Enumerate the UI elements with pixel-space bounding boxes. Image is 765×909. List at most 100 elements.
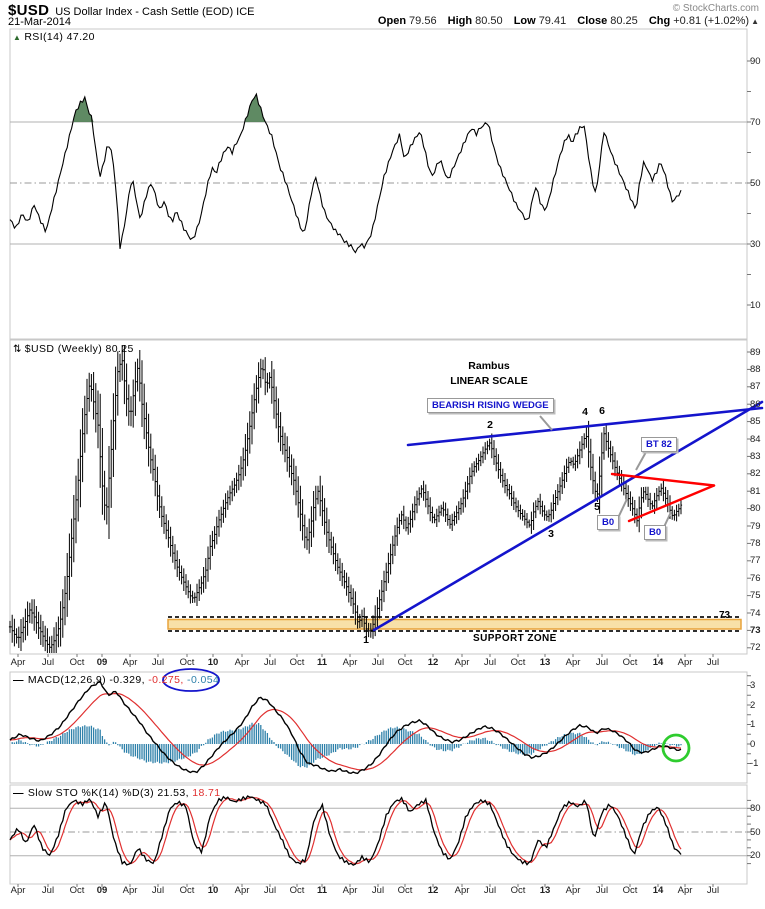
x-axis-label: Oct — [179, 657, 195, 668]
wave-label-5: 5 — [594, 501, 600, 513]
callout-breakout-1: B0 — [597, 515, 620, 530]
y-axis-label: 75 — [750, 590, 761, 602]
wave-label-3: 3 — [548, 528, 554, 540]
x-axis-label: Oct — [289, 885, 305, 896]
x-axis-label: Apr — [342, 657, 358, 668]
sto-label-row: — Slow STO %K(14) %D(3) 21.53, 18.71 — [13, 787, 221, 799]
line-swatch-icon: — — [13, 674, 24, 686]
x-axis-label: Apr — [234, 657, 250, 668]
callout-bt-82: BT 82 — [641, 437, 677, 452]
x-axis-label: Jul — [371, 657, 385, 668]
y-axis-label: 87 — [750, 381, 761, 393]
y-axis-label: 76 — [750, 572, 761, 584]
macd-value-1: -0.329, — [109, 674, 145, 686]
x-axis-label: Oct — [510, 657, 526, 668]
y-axis-label: 83 — [750, 450, 761, 462]
quote-summary: Open 79.56 High 80.50 Low 79.41 Close 80.25 … — [370, 15, 759, 27]
x-axis-label: Apr — [454, 885, 470, 896]
y-axis-label: 78 — [750, 537, 761, 549]
x-axis-label: Jul — [595, 657, 609, 668]
x-axis-label: Jul — [151, 885, 165, 896]
x-axis-label: Jul — [706, 885, 720, 896]
x-axis-label: 11 — [316, 657, 328, 668]
macd-label-row: — MACD(12,26,9) -0.329, -0.275, -0.054 — [13, 674, 219, 686]
y-axis-label: 20 — [750, 850, 761, 862]
x-axis-label: Apr — [565, 657, 581, 668]
x-axis-label: Jul — [263, 657, 277, 668]
x-axis-label: 13 — [539, 657, 551, 668]
chg-value: +0.81 (+1.02%) — [673, 15, 750, 27]
sto-name: Slow STO %K(14) %D(3) — [27, 787, 154, 799]
line-swatch-icon: — — [13, 787, 24, 799]
x-axis-label: Apr — [342, 885, 358, 896]
x-axis-label: Jul — [706, 657, 720, 668]
x-axis-label: Apr — [677, 885, 693, 896]
x-axis-label: Jul — [151, 657, 165, 668]
y-axis-label: 30 — [750, 238, 761, 250]
close-value: 80.25 — [610, 15, 638, 27]
macd-value-2: -0.275, — [148, 674, 184, 686]
wave-label-1: 1 — [363, 634, 369, 646]
x-axis-label: 10 — [207, 657, 219, 668]
chg-label: Chg — [648, 15, 671, 27]
y-axis-label: 79 — [750, 520, 761, 532]
x-axis-label: Oct — [179, 885, 195, 896]
x-axis-label: Jul — [41, 885, 55, 896]
wave-label-4: 4 — [582, 406, 588, 418]
wave-label-2: 2 — [487, 419, 493, 431]
y-axis-label: 3 — [750, 680, 756, 691]
x-axis-label: 09 — [96, 885, 108, 896]
x-axis-label: Oct — [397, 885, 413, 896]
y-axis-label: 89 — [750, 346, 761, 358]
macd-value-3: -0.054 — [187, 674, 220, 686]
macd-name: MACD(12,26,9) — [27, 674, 107, 686]
y-axis-label: 50 — [750, 177, 761, 189]
rsi-indicator-icon: ▲ — [13, 33, 22, 42]
price-label-row: ⇅ $USD (Weekly) 80.25 — [13, 343, 134, 355]
x-axis-label: Oct — [510, 885, 526, 896]
x-axis-label: 09 — [96, 657, 108, 668]
y-axis-label: 85 — [750, 416, 761, 428]
y-axis-label: 88 — [750, 363, 761, 375]
y-axis-label: 74 — [750, 607, 761, 619]
high-label: High — [447, 15, 473, 27]
support-level-label: 73 — [719, 610, 731, 621]
copyright: © StockCharts.com — [672, 3, 759, 14]
y-axis-label: 81 — [750, 485, 761, 497]
sto-value-1: 21.53, — [157, 787, 189, 799]
y-axis-label: 90 — [750, 55, 761, 67]
x-axis-label: 14 — [652, 657, 664, 668]
y-axis-label: 82 — [750, 468, 761, 480]
high-value: 80.50 — [475, 15, 503, 27]
updown-arrows-icon: ⇅ — [13, 344, 22, 355]
x-axis-label: Apr — [234, 885, 250, 896]
y-axis-label: 1 — [750, 719, 756, 730]
x-axis-label: Jul — [595, 885, 609, 896]
x-axis-label: Apr — [10, 885, 26, 896]
y-axis-label: 77 — [750, 555, 761, 567]
chart-date: 21-Mar-2014 — [8, 16, 71, 28]
sto-value-2: 18.71 — [192, 787, 221, 799]
low-label: Low — [513, 15, 536, 27]
y-axis-label: 84 — [750, 433, 761, 445]
close-label: Close — [577, 15, 608, 27]
x-axis-label: Apr — [677, 657, 693, 668]
x-axis-label: 10 — [207, 885, 219, 896]
x-axis-label: Jul — [41, 657, 55, 668]
x-axis-label: Apr — [454, 657, 470, 668]
y-axis-label: 80 — [750, 503, 761, 515]
y-axis-label: 86 — [750, 398, 761, 410]
y-axis-label: 73 — [750, 624, 761, 636]
x-axis-label: Jul — [263, 885, 277, 896]
callout-bearish-rising-wedge: BEARISH RISING WEDGE — [427, 398, 554, 413]
x-axis-label: Jul — [371, 885, 385, 896]
x-axis-label: Oct — [69, 885, 85, 896]
x-axis-label: Oct — [622, 885, 638, 896]
price-label: $USD (Weekly) 80.25 — [24, 343, 134, 355]
chart-header: $USD US Dollar Index - Cash Settle (EOD) … — [8, 2, 255, 20]
x-axis-label: Oct — [289, 657, 305, 668]
up-arrow-icon: ▲ — [751, 17, 759, 26]
annotation-linear-scale: LINEAR SCALE — [450, 375, 528, 387]
